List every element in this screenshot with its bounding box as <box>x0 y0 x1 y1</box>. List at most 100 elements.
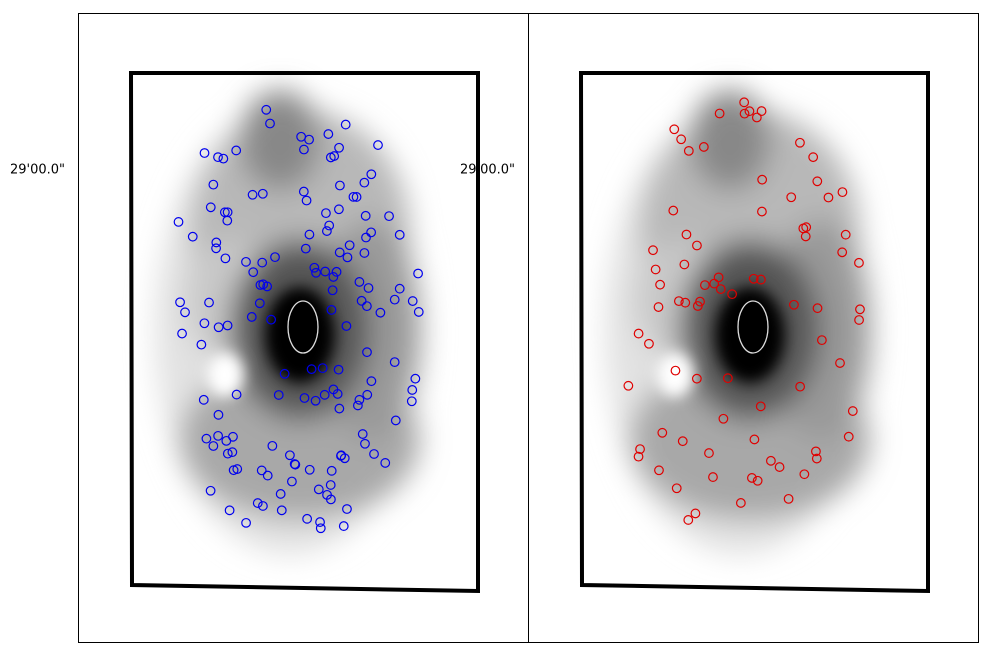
source-marker <box>655 279 665 290</box>
source-marker <box>265 118 275 129</box>
source-marker <box>248 267 259 278</box>
source-marker <box>270 252 280 263</box>
source-marker <box>735 498 746 508</box>
source-marker <box>635 444 645 454</box>
source-marker <box>299 393 310 403</box>
source-marker <box>361 232 371 243</box>
source-marker <box>677 436 688 447</box>
source-marker <box>801 222 812 233</box>
source-marker <box>680 297 691 308</box>
source-marker <box>837 247 848 258</box>
source-marker <box>683 145 694 156</box>
source-marker <box>816 335 827 346</box>
source-marker <box>222 207 233 218</box>
source-marker <box>407 385 418 395</box>
source-marker <box>361 301 372 312</box>
source-marker <box>208 441 219 451</box>
source-marker <box>854 257 864 268</box>
source-marker <box>373 140 383 150</box>
source-marker <box>799 469 810 480</box>
source-marker <box>407 296 418 306</box>
source-marker <box>205 202 216 213</box>
source-marker <box>811 446 821 457</box>
source-marker <box>287 476 297 487</box>
source-marker <box>340 119 351 130</box>
source-marker <box>752 475 763 486</box>
source-marker <box>213 409 224 420</box>
source-marker <box>375 307 386 318</box>
source-marker <box>313 484 324 495</box>
source-marker <box>747 473 757 483</box>
source-marker <box>232 464 243 474</box>
source-marker <box>187 231 198 242</box>
source-marker <box>795 137 805 148</box>
source-marker <box>344 240 355 251</box>
source-marker <box>715 284 726 295</box>
panel-frame <box>528 13 979 643</box>
source-marker <box>413 307 424 317</box>
source-marker <box>811 453 822 464</box>
source-marker <box>657 427 668 438</box>
source-marker <box>198 394 209 405</box>
source-marker <box>319 389 330 400</box>
source-marker <box>315 517 325 527</box>
source-marker <box>800 231 811 242</box>
source-marker <box>335 180 345 191</box>
source-marker <box>713 272 724 283</box>
source-marker <box>362 347 372 358</box>
source-marker <box>261 104 272 115</box>
source-marker <box>328 272 339 282</box>
source-marker <box>257 188 268 199</box>
source-marker <box>654 465 664 476</box>
source-marker <box>231 145 242 156</box>
source-marker <box>623 380 634 391</box>
source-marker <box>324 220 335 231</box>
source-marker <box>359 248 370 258</box>
source-marker <box>252 498 263 508</box>
source-marker <box>722 373 733 384</box>
source-marker <box>413 268 423 279</box>
source-marker <box>310 395 321 406</box>
source-marker <box>357 429 368 439</box>
source-marker <box>327 285 338 296</box>
source-marker <box>326 304 337 315</box>
source-marker <box>296 131 307 142</box>
source-marker <box>812 176 823 187</box>
source-marker <box>341 321 352 331</box>
source-marker <box>333 364 344 375</box>
source-marker <box>317 363 328 374</box>
source-marker <box>727 289 737 300</box>
source-marker <box>683 515 694 525</box>
source-marker <box>320 266 331 277</box>
source-marker <box>708 472 718 482</box>
source-marker <box>653 302 664 312</box>
source-marker <box>231 389 242 400</box>
source-marker <box>739 97 750 108</box>
source-marker <box>360 210 371 221</box>
source-marker <box>321 226 332 236</box>
source-marker <box>739 108 750 119</box>
source-marker <box>228 431 238 442</box>
source-marker <box>334 204 344 215</box>
source-marker <box>363 283 374 293</box>
source-marker <box>241 517 251 528</box>
source-marker <box>648 245 658 256</box>
source-marker <box>755 401 766 412</box>
source-marker <box>180 307 190 318</box>
source-marker <box>262 281 273 292</box>
source-marker <box>380 458 391 468</box>
source-marker <box>670 365 681 376</box>
source-marker <box>258 501 268 511</box>
source-marker <box>691 373 702 384</box>
source-marker <box>704 448 714 458</box>
axis-label: 29'00.0" <box>10 163 65 178</box>
source-marker <box>302 513 313 524</box>
source-marker <box>356 295 367 306</box>
source-marker <box>246 312 257 322</box>
source-marker <box>325 152 336 163</box>
source-marker <box>783 493 794 504</box>
source-marker <box>266 314 277 325</box>
source-marker <box>718 413 729 424</box>
